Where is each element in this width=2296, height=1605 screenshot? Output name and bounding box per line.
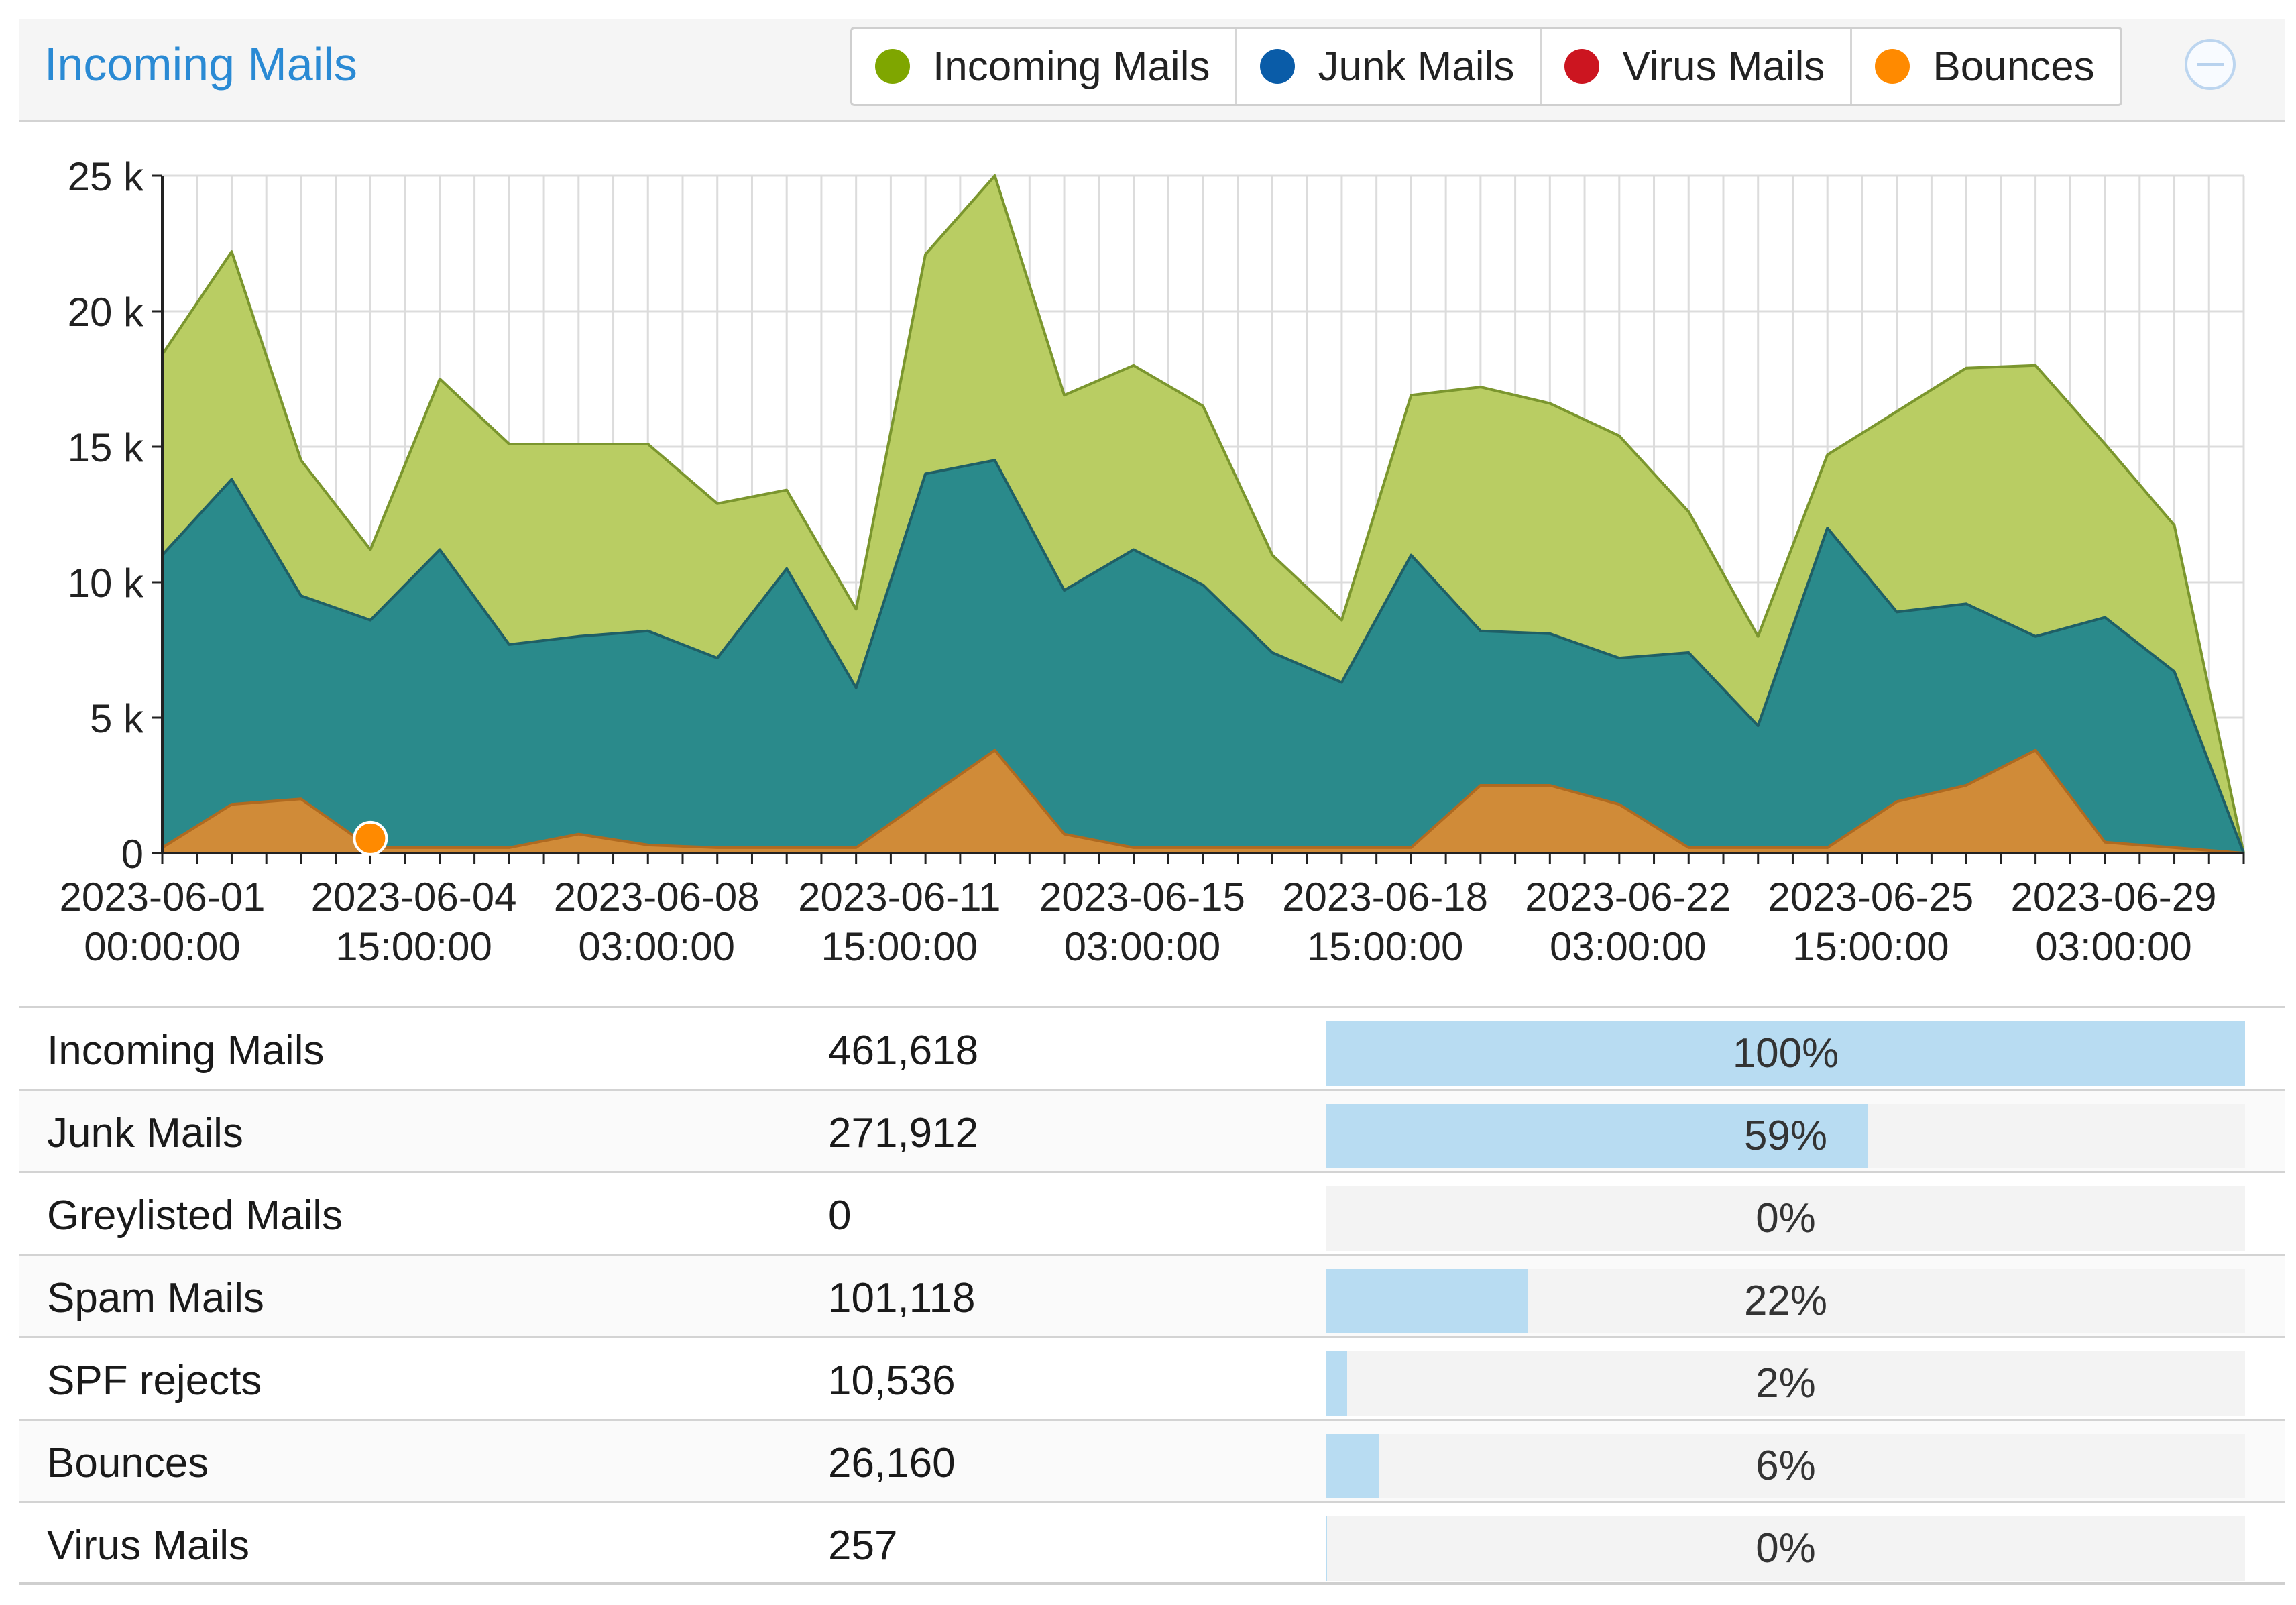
progress-fill — [1326, 1351, 1348, 1416]
row-label: Virus Mails — [47, 1523, 250, 1569]
y-tick-label: 15 k — [68, 425, 144, 470]
x-tick-label-date: 2023-06-22 — [1525, 875, 1731, 920]
row-label: Bounces — [47, 1440, 209, 1486]
row-count: 257 — [828, 1523, 898, 1569]
progress-bar: 0% — [1326, 1186, 2245, 1251]
row-label: Junk Mails — [47, 1110, 243, 1156]
row-count: 271,912 — [828, 1110, 979, 1156]
legend-dot-junk-mails — [1260, 49, 1296, 84]
row-count: 461,618 — [828, 1028, 979, 1074]
progress-bar: 6% — [1326, 1434, 2245, 1498]
area-bounces — [162, 750, 2244, 853]
x-tick-label-time: 03:00:00 — [2035, 924, 2192, 969]
legend-item-virus-mails[interactable]: Virus Mails — [1542, 29, 1853, 104]
stats-row-incoming-mails: Incoming Mails 461,618 100% — [19, 1006, 2285, 1089]
row-label: Greylisted Mails — [47, 1193, 343, 1239]
progress-bar: 2% — [1326, 1351, 2245, 1416]
legend-dot-virus-mails — [1564, 49, 1600, 84]
row-count: 10,536 — [828, 1358, 956, 1404]
legend-dot-incoming-mails — [875, 49, 910, 84]
x-tick-label-time: 15:00:00 — [335, 924, 492, 969]
x-tick-label-date: 2023-06-08 — [554, 875, 760, 920]
row-label: SPF rejects — [47, 1358, 262, 1404]
stats-row-bounces: Bounces 26,160 6% — [19, 1419, 2285, 1501]
legend-label-virus-mails: Virus Mails — [1622, 43, 1825, 90]
x-tick-label-date: 2023-06-18 — [1282, 875, 1488, 920]
line-bounces — [161, 749, 2244, 854]
x-tick-label-time: 15:00:00 — [1792, 924, 1949, 969]
progress-fill — [1326, 1104, 1869, 1168]
row-count: 0 — [828, 1193, 852, 1239]
legend-item-bounces[interactable]: Bounces — [1852, 29, 2120, 104]
progress-percent: 6% — [1756, 1443, 1816, 1489]
x-tick-label-time: 03:00:00 — [1064, 924, 1221, 969]
progress-bar: 59% — [1326, 1104, 2245, 1168]
line-incoming-mails — [161, 174, 2245, 854]
y-tick-label: 0 — [121, 832, 144, 877]
y-tick-label: 20 k — [68, 290, 144, 335]
legend-label-incoming-mails: Incoming Mails — [933, 43, 1210, 90]
progress-bar: 100% — [1326, 1021, 2245, 1086]
x-tick-label-time: 15:00:00 — [821, 924, 978, 969]
incoming-mails-panel: Incoming Mails Incoming Mails Junk Mails… — [19, 19, 2285, 1590]
stats-row-spf-rejects: SPF rejects 10,536 2% — [19, 1336, 2285, 1419]
x-tick-label-time: 03:00:00 — [1550, 924, 1707, 969]
legend-item-junk-mails[interactable]: Junk Mails — [1237, 29, 1542, 104]
progress-bar: 0% — [1326, 1516, 2245, 1581]
progress-percent: 100% — [1732, 1030, 1839, 1076]
panel-header: Incoming Mails Incoming Mails Junk Mails… — [19, 19, 2285, 122]
legend-label-bounces: Bounces — [1933, 43, 2095, 90]
collapse-icon[interactable] — [2185, 39, 2236, 90]
x-tick-label-date: 2023-06-29 — [2011, 875, 2217, 920]
row-count: 26,160 — [828, 1440, 956, 1486]
progress-fill — [1326, 1516, 1327, 1581]
legend-label-junk-mails: Junk Mails — [1318, 43, 1515, 90]
y-tick-label: 25 k — [68, 154, 144, 199]
stats-row-virus-mails: Virus Mails 257 0% — [19, 1501, 2285, 1585]
progress-percent: 0% — [1756, 1195, 1816, 1241]
x-tick-label-date: 2023-06-11 — [798, 875, 1000, 920]
progress-fill — [1326, 1021, 2245, 1086]
progress-fill — [1326, 1434, 1379, 1498]
progress-percent: 59% — [1743, 1113, 1828, 1159]
area-junk-mails — [162, 460, 2244, 853]
line-junk-mails — [161, 459, 2245, 854]
x-tick-label-time: 15:00:00 — [1307, 924, 1464, 969]
progress-percent: 22% — [1743, 1278, 1828, 1324]
panel-title: Incoming Mails — [44, 38, 357, 91]
row-label: Incoming Mails — [47, 1028, 325, 1074]
x-tick-label-date: 2023-06-04 — [311, 875, 517, 920]
minus-icon — [2197, 63, 2224, 66]
chart-legend: Incoming Mails Junk Mails Virus Mails Bo… — [850, 27, 2122, 106]
x-tick-label-date: 2023-06-25 — [1768, 875, 1973, 920]
legend-dot-bounces — [1875, 49, 1910, 84]
x-tick-label-date: 2023-06-01 — [60, 875, 266, 920]
hover-marker-point — [353, 820, 388, 856]
stats-row-spam-mails: Spam Mails 101,118 22% — [19, 1254, 2285, 1336]
row-label: Spam Mails — [47, 1275, 264, 1321]
x-tick-label-time: 03:00:00 — [578, 924, 735, 969]
mail-stats-table: Incoming Mails 461,618 100% Junk Mails 2… — [19, 1006, 2285, 1585]
progress-fill — [1326, 1269, 1528, 1333]
progress-bar: 22% — [1326, 1269, 2245, 1333]
progress-percent: 0% — [1756, 1525, 1816, 1571]
x-tick-label-time: 00:00:00 — [84, 924, 241, 969]
legend-item-incoming-mails[interactable]: Incoming Mails — [852, 29, 1238, 104]
stats-row-junk-mails: Junk Mails 271,912 59% — [19, 1089, 2285, 1171]
x-tick-label-date: 2023-06-15 — [1039, 875, 1245, 920]
row-count: 101,118 — [828, 1275, 976, 1321]
progress-percent: 2% — [1756, 1360, 1816, 1406]
stats-row-greylisted-mails: Greylisted Mails 0 0% — [19, 1171, 2285, 1254]
y-tick-label: 10 k — [68, 561, 144, 606]
y-tick-label: 5 k — [90, 696, 144, 741]
